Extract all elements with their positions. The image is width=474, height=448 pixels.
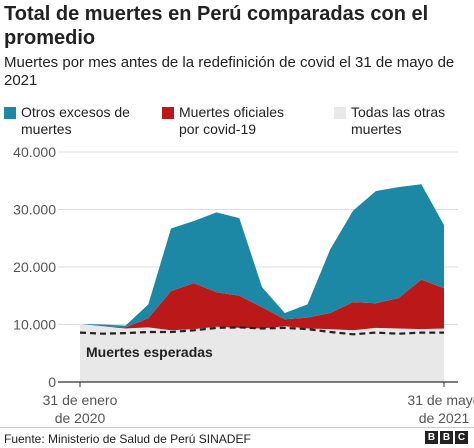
bbc-logo-letter-2: B [440, 431, 453, 444]
x-tick-label: 31 de mayo de 2021 [407, 392, 474, 426]
chart-title: Total de muertes en Perú comparadas con … [4, 3, 429, 49]
x-tick-label: 31 de enero de 2020 [43, 392, 118, 426]
footer: Fuente: Ministerio de Salud de Perú SINA… [0, 427, 474, 448]
y-tick-label: 10.000 [13, 317, 56, 333]
legend-item-covid: Muertes oficiales por covid-19 [162, 104, 312, 138]
bbc-logo-letter-3: C [455, 431, 468, 444]
legend-label-covid: Muertes oficiales por covid-19 [179, 104, 285, 137]
expected-deaths-line [79, 326, 444, 336]
legend-item-otros-excesos: Otros excesos de muertes [4, 104, 154, 138]
legend-swatch-covid [162, 107, 174, 119]
legend-label-otros-excesos: Otros excesos de muertes [21, 104, 130, 137]
legend-label-otras-muertes: Todas las otras muertes [351, 104, 446, 137]
legend-swatch-otras-muertes [334, 107, 346, 119]
y-tick-label: 20.000 [13, 259, 56, 275]
y-tick-label: 40.000 [13, 144, 56, 160]
area-series-3 [80, 184, 444, 328]
chart-subtitle: Muertes por mes antes de la redefinición… [4, 54, 455, 89]
y-tick-label: 0 [48, 374, 56, 390]
expected-deaths-label: Muertes esperadas [86, 344, 213, 360]
area-series-2 [80, 279, 444, 331]
legend-item-otras-muertes: Todas las otras muertes [334, 104, 472, 138]
legend-swatch-otros-excesos [4, 107, 16, 119]
bbc-logo-letter-1: B [425, 431, 438, 444]
source-note: Fuente: Ministerio de Salud de Perú SINA… [4, 432, 251, 446]
bbc-logo: B B C [425, 431, 468, 444]
area-chart: 0 10.000 20.000 30.000 40.000 Muertes esperad… [13, 144, 474, 426]
y-tick-label: 30.000 [13, 202, 56, 218]
area-series-1 [80, 323, 444, 382]
